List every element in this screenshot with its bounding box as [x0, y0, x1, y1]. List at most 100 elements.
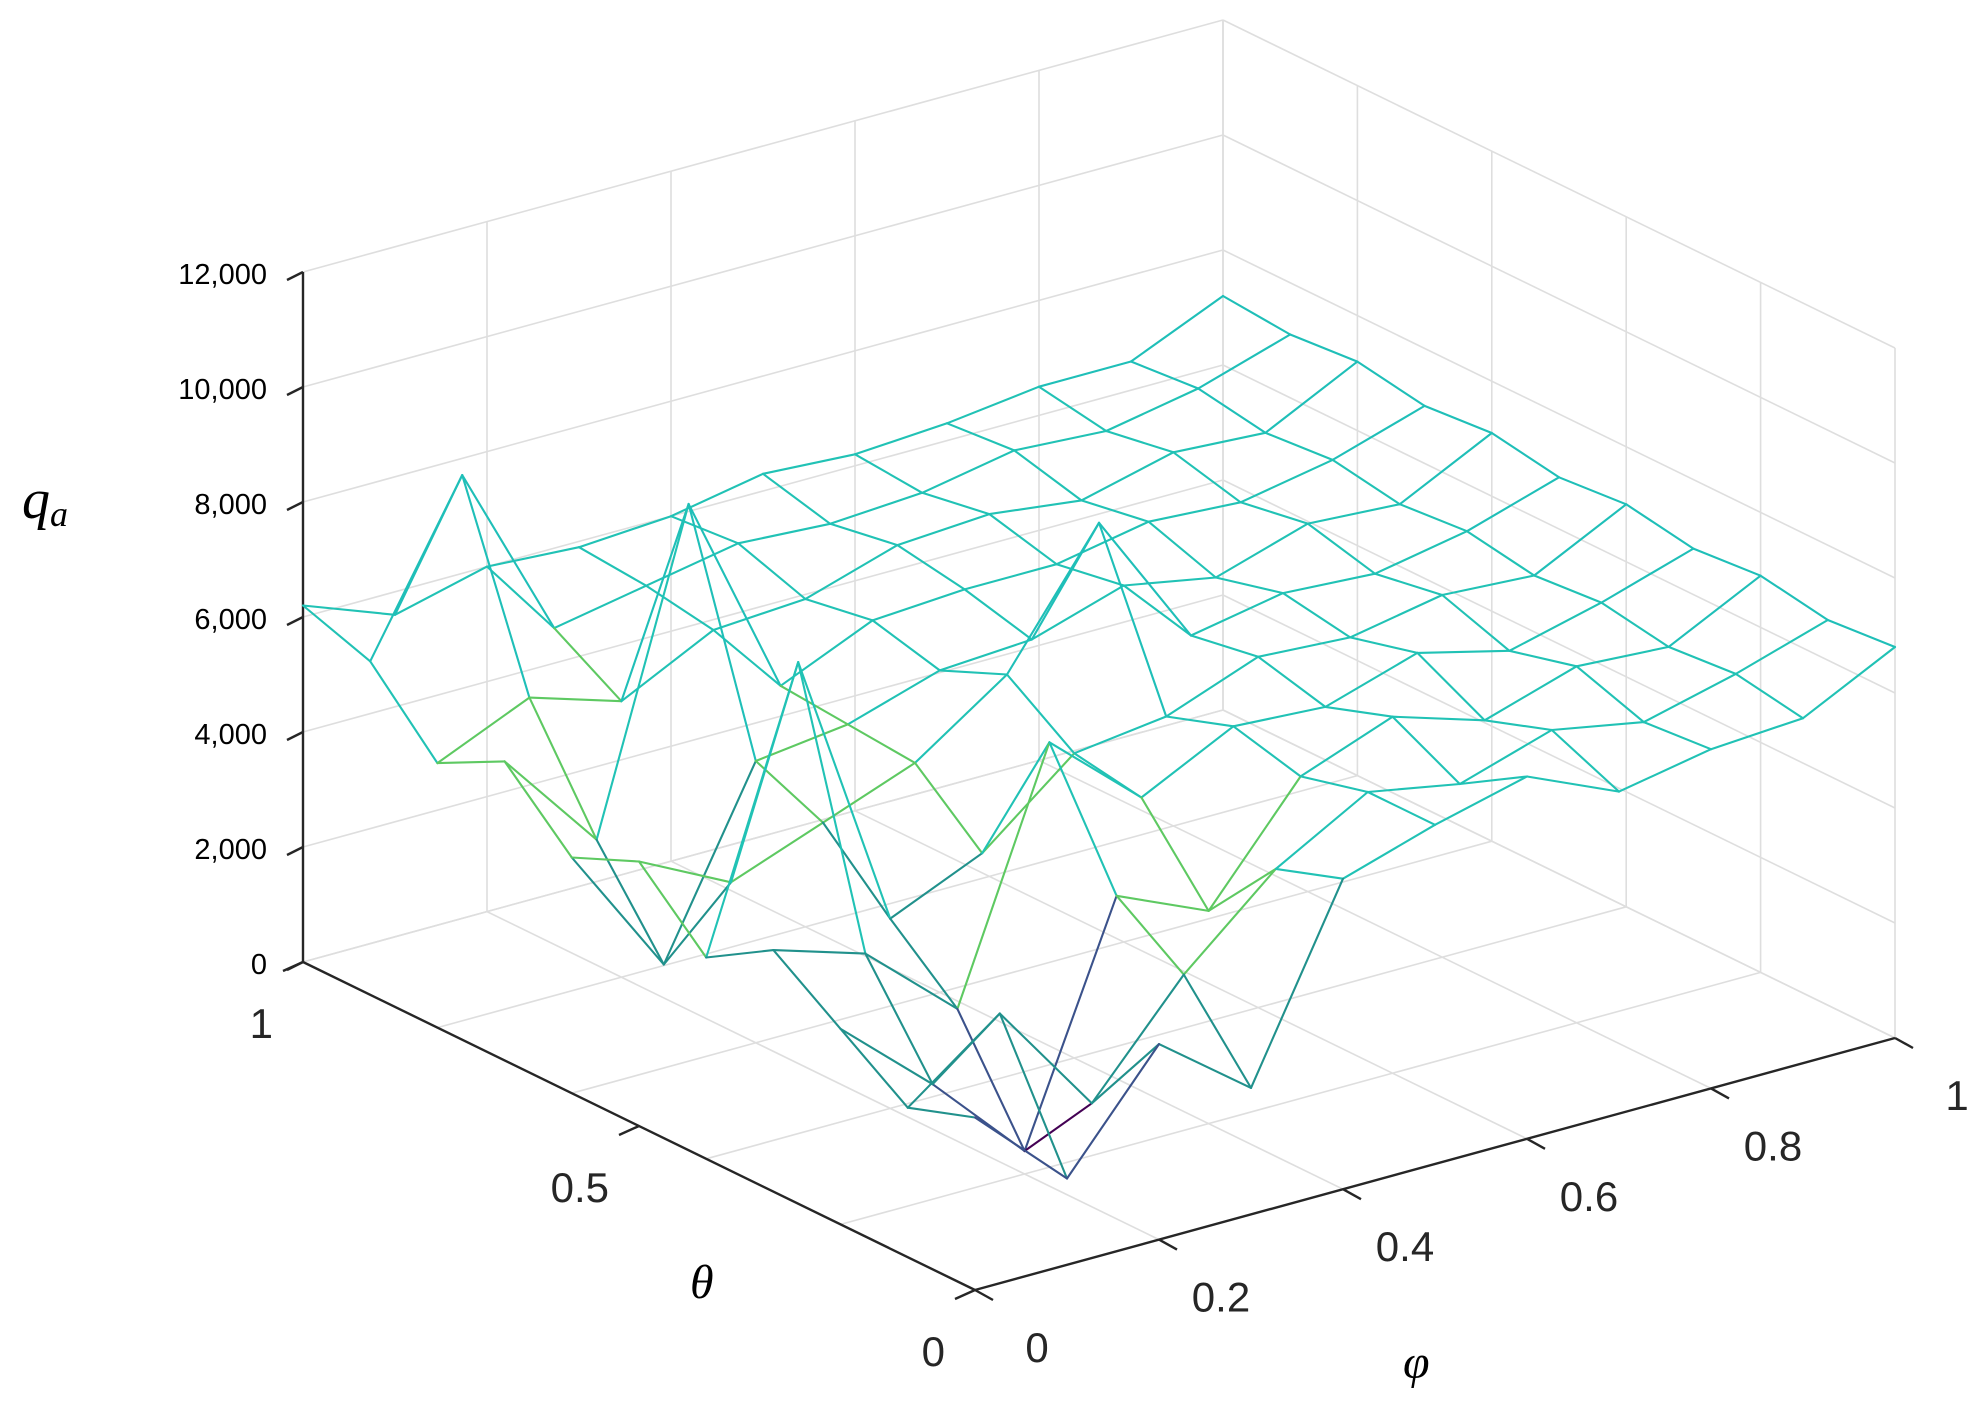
surface-mesh-segment	[1416, 651, 1486, 722]
surface-mesh-segment	[1734, 672, 1805, 720]
surface-mesh-segment	[1465, 476, 1561, 533]
surface-mesh-segment	[1264, 431, 1334, 461]
surface-mesh-segment	[1366, 790, 1437, 826]
grid-line	[1222, 134, 1896, 464]
surface-mesh-segment	[1398, 503, 1469, 533]
grid-line	[302, 364, 1224, 618]
surface-mesh-segment	[637, 860, 733, 884]
surface-mesh-segment	[1207, 775, 1302, 912]
surface-mesh-segment	[998, 1012, 1069, 1180]
surface-mesh-segment	[906, 1012, 1001, 1109]
surface-mesh-segment	[797, 661, 867, 955]
surface-mesh-segment	[737, 522, 832, 545]
surface-mesh-segment	[761, 453, 857, 475]
surface-mesh-segment	[864, 952, 959, 1010]
surface-mesh-segment	[705, 661, 800, 959]
surface-mesh-segment	[1147, 520, 1217, 579]
y-tick-mark	[618, 1124, 640, 1137]
surface-mesh-segment	[1037, 360, 1133, 388]
surface-mesh-segment	[1692, 547, 1762, 577]
surface-mesh-segment	[1172, 451, 1242, 504]
surface-mesh-segment	[1299, 715, 1394, 778]
surface-mesh-segment	[938, 669, 1009, 676]
surface-mesh-segment	[1129, 360, 1200, 390]
surface-mesh-segment	[1281, 592, 1352, 639]
surface-mesh-segment	[1373, 530, 1469, 575]
surface-mesh-segment	[436, 696, 531, 765]
surface-mesh-segment	[1140, 725, 1235, 799]
grid-line	[302, 479, 1224, 733]
surface-mesh-segment	[301, 604, 372, 663]
y-tick-label: 0.5	[551, 1164, 609, 1211]
surface-mesh-segment	[1005, 521, 1101, 676]
surface-mesh-segment	[369, 474, 464, 663]
x-tick-mark	[1526, 1137, 1546, 1150]
surface-mesh-segment	[846, 723, 917, 764]
surface-mesh-segment	[1642, 672, 1737, 724]
surface-mesh-segment	[1299, 775, 1369, 794]
surface-mesh-segment	[998, 1012, 1093, 1105]
surface-mesh-segment	[461, 474, 531, 699]
surface-mesh-segment	[1423, 404, 1493, 435]
surface-mesh-segment	[369, 660, 439, 765]
grid-line	[1222, 249, 1896, 579]
surface-mesh-segment	[577, 515, 673, 549]
surface-mesh-segment	[945, 385, 1041, 425]
surface-mesh-segment	[1349, 636, 1419, 654]
surface-mesh-segment	[938, 638, 1033, 672]
surface-mesh-segment	[1575, 645, 1670, 668]
surface-mesh-segment	[754, 723, 849, 763]
surface-mesh-segment	[779, 619, 874, 687]
surface-mesh-segment	[1557, 476, 1628, 506]
surface-mesh-segment	[595, 838, 665, 966]
x-tick-mark	[1710, 1087, 1730, 1100]
x-tick-mark	[1342, 1188, 1362, 1201]
surface-mesh-segment	[1030, 584, 1125, 641]
surface-mesh-segment	[1324, 651, 1419, 708]
surface-mesh-segment	[1023, 1102, 1093, 1153]
surface-mesh-segment	[687, 502, 782, 687]
surface-mesh-segment	[797, 661, 892, 920]
surface-mesh-segment	[620, 502, 690, 703]
surface-mesh-segment	[1458, 775, 1529, 786]
surface-mesh-segment	[637, 860, 708, 959]
surface-mesh-segment	[1182, 973, 1253, 1089]
surface-mesh-segment	[1617, 748, 1713, 793]
surface-mesh-segment	[1734, 618, 1829, 675]
surface-mesh-segment	[662, 759, 757, 966]
surface-mesh-segment	[956, 741, 1051, 1010]
grid-line	[670, 860, 1344, 1190]
grid-line	[302, 709, 1224, 963]
grid-line	[302, 594, 1224, 848]
surface-mesh-segment	[1055, 563, 1125, 587]
surface-mesh-segment	[1281, 572, 1377, 595]
surface-mesh-segment	[963, 588, 1033, 641]
surface-mesh-segment	[461, 474, 556, 630]
surface-mesh-segment	[1214, 576, 1285, 595]
z-tick-label: 4,000	[194, 719, 267, 751]
surface-mesh-segment	[1232, 725, 1302, 778]
surface-mesh-segment	[1306, 503, 1401, 525]
y-tick-label: 1	[250, 1000, 273, 1047]
grid-line	[571, 840, 1493, 1094]
surface-mesh-segment	[1331, 458, 1401, 506]
x-tick-label: 0.2	[1192, 1274, 1250, 1321]
grid-line	[302, 19, 1224, 273]
surface-mesh-segment	[1097, 521, 1193, 637]
grid-line	[854, 810, 1528, 1140]
surface-mesh-segment	[864, 952, 934, 1086]
surface-mesh-segment	[1264, 360, 1359, 434]
surface-mesh-segment	[1600, 601, 1670, 648]
surface-mesh-segment	[1189, 634, 1260, 658]
y-tick-label: 0	[922, 1328, 945, 1375]
surface-mesh-segment	[1182, 867, 1277, 976]
surface-mesh-segment	[1065, 1043, 1161, 1180]
surface-mesh-segment	[1483, 665, 1578, 722]
surface-mesh-segment	[301, 604, 397, 616]
surface-mesh-segment	[973, 1116, 1069, 1180]
surface-mesh-segment	[687, 502, 757, 763]
x-tick-label: 0	[1025, 1324, 1048, 1371]
z-axis-label: qa	[22, 469, 68, 534]
z-tick-label: 12,000	[178, 259, 267, 291]
surface-mesh-segment	[436, 760, 506, 765]
